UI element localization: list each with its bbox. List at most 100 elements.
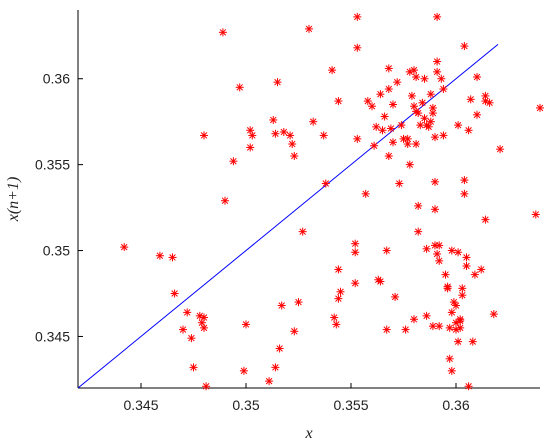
data-point <box>431 177 439 186</box>
data-point <box>271 129 280 138</box>
data-point <box>407 91 416 100</box>
data-point <box>189 363 198 372</box>
data-point <box>368 102 376 111</box>
data-point <box>334 294 343 303</box>
data-point <box>435 256 444 265</box>
data-point <box>269 115 278 124</box>
data-point <box>418 98 427 107</box>
y-axis-ticks: 0.345 0.35 0.355 0.36 <box>35 71 83 344</box>
data-point <box>454 337 463 346</box>
data-point <box>433 249 442 258</box>
x-axis-title: x <box>304 425 312 442</box>
data-point <box>437 74 446 83</box>
data-point <box>458 291 467 300</box>
data-point <box>328 66 337 75</box>
data-point <box>319 131 328 140</box>
data-point <box>179 325 187 334</box>
data-point <box>271 363 280 372</box>
data-point <box>382 246 391 255</box>
y-axis-title: x(n+1) <box>5 177 22 223</box>
data-point <box>382 325 391 334</box>
data-point <box>200 313 208 322</box>
data-point <box>351 239 360 248</box>
data-point <box>239 366 248 375</box>
data-point <box>273 78 282 87</box>
data-point <box>275 344 284 353</box>
data-point <box>332 320 341 329</box>
y-tick-label: 0.345 <box>35 328 70 344</box>
data-point <box>353 43 362 52</box>
data-point <box>464 382 473 391</box>
data-points <box>120 12 544 391</box>
data-point <box>330 313 339 322</box>
data-point <box>298 227 307 236</box>
data-point <box>401 325 410 334</box>
data-point <box>481 215 490 224</box>
x-axis-ticks: 0.345 0.35 0.355 0.36 <box>123 383 470 413</box>
data-point <box>384 152 393 161</box>
data-point <box>454 248 463 257</box>
data-point <box>372 122 381 131</box>
data-point <box>410 66 418 75</box>
data-point <box>447 308 456 317</box>
data-point <box>389 138 397 147</box>
data-point <box>353 12 362 21</box>
data-point <box>403 134 412 143</box>
data-point <box>460 189 469 198</box>
data-point <box>378 126 387 135</box>
data-point <box>221 196 229 205</box>
data-point <box>445 323 454 332</box>
data-point <box>170 289 179 298</box>
data-point <box>391 292 400 301</box>
data-point <box>321 179 330 188</box>
data-point <box>452 301 460 310</box>
data-point <box>428 103 437 112</box>
data-point <box>155 251 164 260</box>
data-point <box>466 95 475 104</box>
data-point <box>202 382 211 391</box>
data-point <box>447 246 456 255</box>
data-point <box>496 145 505 154</box>
data-point <box>447 366 456 375</box>
data-point <box>405 160 414 169</box>
data-point <box>265 377 274 386</box>
data-point <box>462 253 471 262</box>
data-point <box>290 152 299 161</box>
data-point <box>414 201 423 210</box>
data-point <box>361 189 370 198</box>
data-point <box>353 134 362 143</box>
x-tick-label: 0.345 <box>123 397 158 413</box>
data-point <box>376 277 385 286</box>
data-point <box>351 248 360 257</box>
data-point <box>334 97 343 106</box>
data-point <box>397 121 406 130</box>
data-point <box>431 133 439 142</box>
data-point <box>242 320 250 329</box>
data-point <box>412 140 421 149</box>
data-point <box>384 64 393 73</box>
data-point <box>536 103 544 112</box>
diagonal-reference-line <box>77 43 499 389</box>
data-point <box>336 287 345 296</box>
data-point <box>393 78 402 87</box>
data-point <box>433 12 442 21</box>
data-point <box>462 262 471 271</box>
data-point <box>370 141 379 150</box>
data-point <box>309 117 318 126</box>
data-point <box>395 179 404 188</box>
data-point <box>288 140 297 149</box>
data-point <box>422 311 431 320</box>
data-point <box>473 73 481 82</box>
data-point <box>431 205 439 214</box>
data-point <box>363 97 372 106</box>
y-tick-label: 0.355 <box>35 157 70 173</box>
data-point <box>376 90 385 99</box>
data-point <box>443 282 452 291</box>
data-point <box>235 83 244 92</box>
data-point <box>445 354 454 363</box>
data-point <box>439 131 448 140</box>
data-point <box>435 241 444 250</box>
data-point <box>464 126 473 135</box>
data-point <box>477 265 486 274</box>
data-point <box>120 243 129 252</box>
